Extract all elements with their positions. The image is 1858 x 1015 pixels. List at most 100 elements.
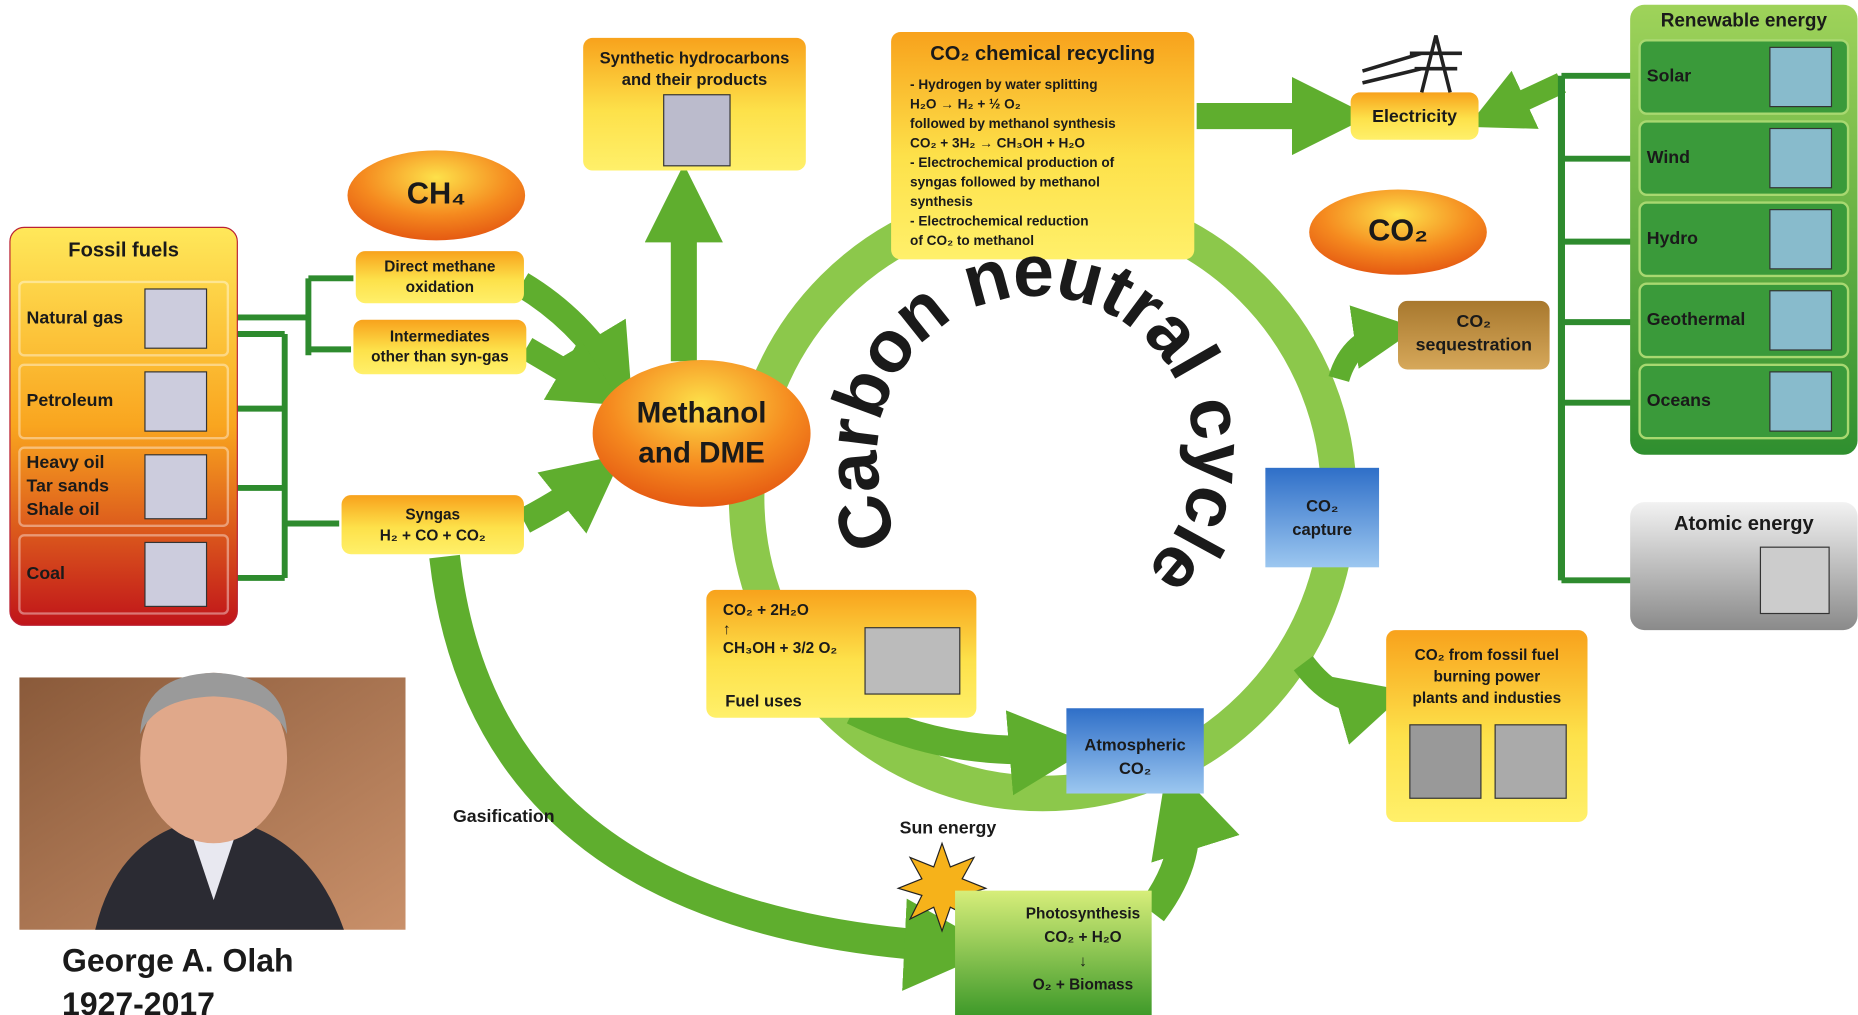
icon bbox=[663, 94, 731, 167]
icon bbox=[144, 371, 208, 432]
icon bbox=[1409, 724, 1482, 799]
icon bbox=[1769, 46, 1833, 108]
label: synthesis bbox=[910, 194, 973, 209]
label: and DME bbox=[638, 437, 765, 470]
recycling-box bbox=[891, 31, 1195, 260]
capture-box bbox=[1265, 467, 1380, 568]
label: Heavy oil bbox=[27, 452, 105, 472]
label: Hydro bbox=[1647, 228, 1698, 248]
label: Methanol bbox=[637, 396, 767, 429]
photo bbox=[19, 672, 406, 930]
icon bbox=[144, 454, 208, 520]
label: Synthetic hydrocarbons bbox=[600, 49, 790, 68]
renew-flow bbox=[1467, 70, 1566, 129]
label: Geothermal bbox=[1647, 309, 1746, 329]
label: CO₂ + H₂O bbox=[1044, 929, 1121, 946]
person-years: 1927-2017 bbox=[62, 986, 215, 1015]
label: CO₂ + 3H₂ → CH₃OH + H₂O bbox=[910, 135, 1085, 150]
ch4-oval bbox=[347, 150, 526, 241]
pylon bbox=[1361, 35, 1462, 93]
fossil-title: Fossil fuels bbox=[68, 239, 179, 261]
label: other than syn-gas bbox=[371, 349, 509, 366]
label: CO₂ bbox=[1306, 496, 1338, 515]
label: - Electrochemical reduction bbox=[910, 214, 1088, 229]
fossil-row bbox=[18, 446, 230, 528]
label: Direct methane bbox=[384, 259, 496, 276]
label: Coal bbox=[27, 563, 65, 583]
fuel-label: Fuel uses bbox=[725, 692, 801, 711]
fossil-row bbox=[18, 363, 230, 440]
label: H₂O → H₂ + ½ O₂ bbox=[910, 96, 1021, 111]
label: Oceans bbox=[1647, 390, 1711, 410]
label: - Electrochemical production of bbox=[910, 155, 1115, 170]
intermediates-box bbox=[353, 319, 527, 375]
label: CO₂ + 2H₂O bbox=[723, 602, 809, 619]
label: CO₂ from fossil fuel bbox=[1415, 647, 1559, 664]
ch4-label: CH₄ bbox=[407, 176, 466, 211]
label: Natural gas bbox=[27, 307, 124, 327]
icon bbox=[1769, 209, 1833, 270]
icon bbox=[1769, 127, 1833, 189]
label: Tar sands bbox=[27, 475, 110, 495]
label: ↑ bbox=[723, 621, 731, 638]
label: Petroleum bbox=[27, 390, 114, 410]
label: CH₃OH + 3/2 O₂ bbox=[723, 640, 838, 657]
fossil-row bbox=[18, 280, 230, 357]
label: Photosynthesis bbox=[1026, 905, 1140, 922]
recycling-title: CO₂ chemical recycling bbox=[930, 43, 1155, 65]
icon bbox=[864, 627, 961, 695]
label: - Hydrogen by water splitting bbox=[910, 77, 1098, 92]
label: O₂ + Biomass bbox=[1033, 976, 1133, 993]
label: sequestration bbox=[1416, 335, 1532, 355]
label: and their products bbox=[622, 70, 768, 89]
cycle-label: Carbon neutral cycle bbox=[811, 230, 1258, 615]
fossil-row bbox=[18, 534, 230, 615]
label: Syngas bbox=[405, 506, 460, 523]
icon bbox=[1759, 546, 1830, 615]
gasification-label: Gasification bbox=[453, 806, 555, 826]
co2-oval bbox=[1309, 189, 1487, 275]
label: capture bbox=[1292, 520, 1352, 539]
label: of CO₂ to methanol bbox=[910, 233, 1034, 248]
methanol-oval bbox=[592, 360, 811, 507]
icon bbox=[144, 288, 208, 349]
syngas-flow bbox=[517, 454, 623, 534]
sun-label: Sun energy bbox=[900, 818, 997, 838]
sequestration-box bbox=[1398, 300, 1550, 370]
syngas-box bbox=[341, 495, 524, 555]
seq-flow bbox=[1328, 305, 1418, 383]
cycle-text: Carbon neutral cycle bbox=[811, 230, 1262, 615]
electricity-box bbox=[1350, 92, 1479, 140]
label: oxidation bbox=[406, 279, 474, 296]
label: H₂ + CO + CO₂ bbox=[380, 528, 486, 545]
label: Atmospheric bbox=[1084, 736, 1185, 755]
direct-box bbox=[355, 251, 524, 304]
burn-flow bbox=[1293, 655, 1408, 745]
label: Shale oil bbox=[27, 499, 100, 519]
intermediate-flow bbox=[520, 338, 624, 406]
photosynthesis-box bbox=[955, 890, 1152, 1015]
fuel-flow bbox=[846, 697, 1095, 796]
atomic-title: Atomic energy bbox=[1674, 513, 1815, 535]
electricity-label: Electricity bbox=[1372, 106, 1457, 126]
label: syngas followed by methanol bbox=[910, 175, 1100, 190]
label: CO₂ bbox=[1119, 759, 1151, 778]
label: ↓ bbox=[1079, 953, 1087, 970]
gasification-flow bbox=[429, 554, 997, 991]
label: Wind bbox=[1647, 147, 1690, 167]
label: CO₂ bbox=[1457, 311, 1492, 331]
icon bbox=[144, 541, 208, 607]
renewable-title: Renewable energy bbox=[1661, 10, 1828, 31]
icon bbox=[1769, 290, 1833, 351]
co2-label: CO₂ bbox=[1368, 212, 1428, 247]
label: Solar bbox=[1647, 66, 1691, 86]
atmospheric-box bbox=[1066, 708, 1204, 794]
icon bbox=[1769, 371, 1833, 432]
label: burning power bbox=[1433, 669, 1540, 686]
photosynthesis-flow bbox=[1139, 760, 1240, 922]
label: plants and industies bbox=[1413, 690, 1562, 707]
label: followed by methanol synthesis bbox=[910, 116, 1116, 131]
label: Intermediates bbox=[390, 329, 490, 346]
